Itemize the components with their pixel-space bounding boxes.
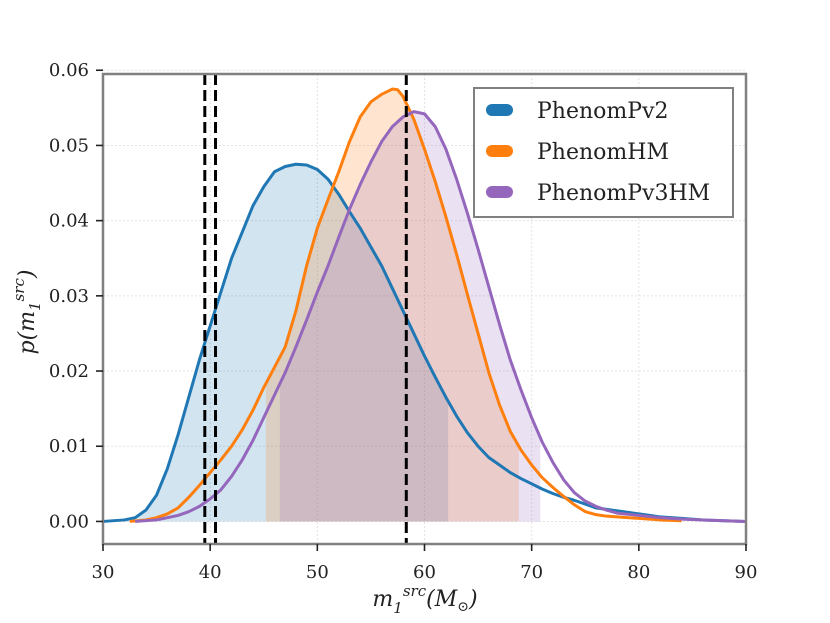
y-tick-label: 0.00 bbox=[49, 511, 89, 532]
shaded-area-phenompv3hm bbox=[279, 111, 541, 522]
x-axis-label: m1src(M⊙) bbox=[372, 582, 477, 617]
legend-box bbox=[473, 87, 734, 218]
legend-swatch-phenompv3hm bbox=[486, 186, 513, 198]
axis-ticks: 30 40 50 60 70 80 90 0.00 0.01 0.02 0.03 0.04 0.05 0.… bbox=[49, 60, 758, 583]
y-tick-label: 0.05 bbox=[49, 135, 89, 156]
x-tick-label: 40 bbox=[199, 562, 222, 583]
x-tick-label: 80 bbox=[627, 562, 650, 583]
x-tick-label: 30 bbox=[92, 562, 115, 583]
y-axis-label: p(m1src) bbox=[10, 270, 44, 355]
series-line-phenompv3hm bbox=[135, 110, 747, 523]
reference-lines bbox=[203, 74, 408, 544]
series-line-phenomhm bbox=[129, 87, 682, 523]
y-tick-label: 0.06 bbox=[49, 60, 89, 81]
legend: PhenomPv2 PhenomHM PhenomPv3HM bbox=[473, 87, 734, 218]
legend-label-phenomhm: PhenomHM bbox=[537, 140, 669, 165]
y-tick-label: 0.01 bbox=[49, 436, 89, 457]
shaded-area-phenompv2 bbox=[103, 164, 449, 522]
x-tick-label: 60 bbox=[413, 562, 436, 583]
legend-label-phenompv2: PhenomPv2 bbox=[537, 99, 669, 124]
y-tick-label: 0.03 bbox=[49, 286, 89, 307]
x-tick-label: 90 bbox=[735, 562, 758, 583]
legend-label-phenompv3hm: PhenomPv3HM bbox=[537, 181, 710, 206]
y-tick-label: 0.04 bbox=[49, 211, 89, 232]
x-tick-label: 70 bbox=[520, 562, 543, 583]
density-curves bbox=[102, 87, 747, 523]
y-tick-label: 0.02 bbox=[49, 361, 89, 382]
legend-swatch-phenompv2 bbox=[486, 104, 513, 116]
x-tick-label: 50 bbox=[306, 562, 329, 583]
legend-swatch-phenomhm bbox=[486, 145, 513, 157]
